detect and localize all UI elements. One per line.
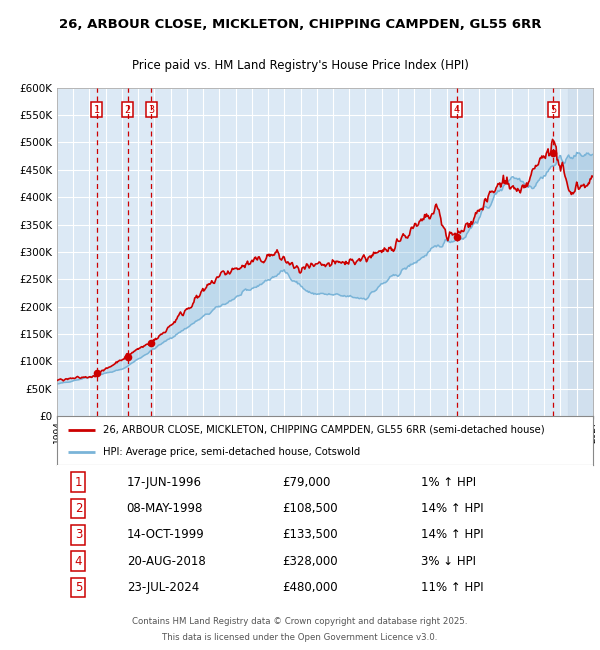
Text: £133,500: £133,500 bbox=[282, 528, 338, 541]
Text: HPI: Average price, semi-detached house, Cotswold: HPI: Average price, semi-detached house,… bbox=[103, 447, 360, 457]
Text: 14-OCT-1999: 14-OCT-1999 bbox=[127, 528, 205, 541]
Text: £79,000: £79,000 bbox=[282, 476, 331, 489]
Text: 26, ARBOUR CLOSE, MICKLETON, CHIPPING CAMPDEN, GL55 6RR (semi-detached house): 26, ARBOUR CLOSE, MICKLETON, CHIPPING CA… bbox=[103, 424, 544, 435]
Text: 14% ↑ HPI: 14% ↑ HPI bbox=[421, 528, 484, 541]
Text: 23-JUL-2024: 23-JUL-2024 bbox=[127, 581, 199, 594]
Text: £480,000: £480,000 bbox=[282, 581, 338, 594]
Text: 5: 5 bbox=[75, 581, 82, 594]
Text: 20-AUG-2018: 20-AUG-2018 bbox=[127, 554, 205, 568]
Text: Contains HM Land Registry data © Crown copyright and database right 2025.: Contains HM Land Registry data © Crown c… bbox=[132, 616, 468, 625]
Text: 4: 4 bbox=[74, 554, 82, 568]
Text: 2: 2 bbox=[125, 105, 131, 114]
Text: 4: 4 bbox=[454, 105, 460, 114]
Text: 3: 3 bbox=[75, 528, 82, 541]
Text: 2: 2 bbox=[74, 502, 82, 515]
Text: £328,000: £328,000 bbox=[282, 554, 338, 568]
Text: 3: 3 bbox=[148, 105, 154, 114]
Text: 26, ARBOUR CLOSE, MICKLETON, CHIPPING CAMPDEN, GL55 6RR: 26, ARBOUR CLOSE, MICKLETON, CHIPPING CA… bbox=[59, 18, 541, 31]
Text: 08-MAY-1998: 08-MAY-1998 bbox=[127, 502, 203, 515]
Text: £108,500: £108,500 bbox=[282, 502, 338, 515]
Text: 1: 1 bbox=[94, 105, 100, 114]
Text: 14% ↑ HPI: 14% ↑ HPI bbox=[421, 502, 484, 515]
Text: 11% ↑ HPI: 11% ↑ HPI bbox=[421, 581, 484, 594]
Text: 5: 5 bbox=[550, 105, 556, 114]
Text: This data is licensed under the Open Government Licence v3.0.: This data is licensed under the Open Gov… bbox=[163, 633, 437, 642]
Text: 1% ↑ HPI: 1% ↑ HPI bbox=[421, 476, 476, 489]
Text: 1: 1 bbox=[74, 476, 82, 489]
Text: 3% ↓ HPI: 3% ↓ HPI bbox=[421, 554, 476, 568]
Text: Price paid vs. HM Land Registry's House Price Index (HPI): Price paid vs. HM Land Registry's House … bbox=[131, 59, 469, 72]
Text: 17-JUN-1996: 17-JUN-1996 bbox=[127, 476, 202, 489]
